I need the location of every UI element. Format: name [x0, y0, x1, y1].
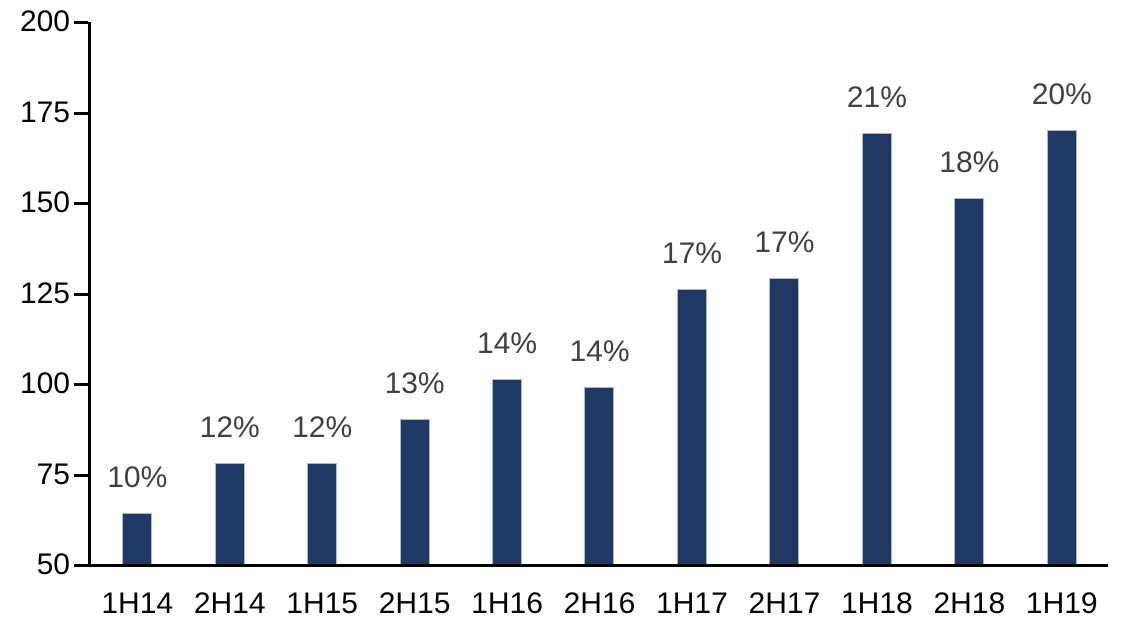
x-axis-line [88, 564, 1108, 567]
x-tick-label: 1H16 [471, 587, 543, 620]
bar-data-label: 10% [107, 461, 168, 494]
y-tick-mark [74, 202, 88, 205]
bar-slot-1h19: 20% [1016, 0, 1108, 564]
x-tick-label: 2H15 [378, 587, 451, 620]
y-tick-label: 50 [36, 548, 70, 581]
bar-slot-2h15: 13% [368, 0, 460, 564]
bar [861, 133, 892, 564]
y-tick-label: 150 [19, 186, 70, 219]
bar [584, 387, 615, 564]
y-tick-mark [74, 383, 88, 386]
bar-data-label: 20% [1031, 78, 1092, 111]
plot-area: 10% 12% 12% 13% 14% 14% 17% 17% 21% 18% 20% [91, 0, 1108, 564]
bar-slot-1h14: 10% [91, 0, 183, 564]
x-tick-label: 1H17 [656, 587, 728, 620]
bar-slot-2h17: 17% [738, 0, 830, 564]
x-tick-label: 2H17 [748, 587, 821, 620]
x-tick-label: 2H18 [933, 587, 1006, 620]
bar-data-label: 13% [384, 367, 445, 400]
bar [492, 379, 523, 564]
bar [399, 419, 430, 564]
x-tick-label: 1H14 [101, 587, 174, 620]
bar [1046, 130, 1077, 564]
bar [954, 198, 985, 564]
y-tick-label: 75 [36, 457, 70, 491]
x-tick-label: 1H19 [1025, 587, 1098, 620]
bar-slot-2h14: 12% [183, 0, 275, 564]
y-tick-label: 125 [19, 276, 70, 310]
y-tick-mark [74, 111, 88, 115]
y-axis-line [88, 22, 91, 567]
bar-slot-1h15: 12% [276, 0, 368, 564]
bar-data-label: 17% [754, 226, 815, 259]
bar-data-label: 14% [569, 335, 630, 368]
bar [676, 289, 707, 564]
bar-data-label: 18% [939, 146, 1000, 179]
y-tick-mark [74, 564, 88, 567]
bar [122, 513, 153, 564]
bar-data-label: 12% [292, 411, 353, 444]
bar-data-label: 12% [199, 411, 260, 444]
y-tick-mark [74, 473, 88, 477]
bar-data-label: 17% [661, 237, 722, 270]
y-tick-label: 200 [19, 5, 70, 38]
bar [214, 463, 245, 564]
bar [769, 278, 800, 564]
x-tick-label: 1H18 [840, 587, 913, 620]
y-tick-mark [74, 21, 88, 24]
bar-data-label: 21% [846, 81, 907, 114]
x-tick-label: 2H16 [563, 587, 636, 620]
bar-slot-2h18: 18% [923, 0, 1015, 564]
y-tick-label: 175 [19, 95, 70, 129]
x-axis-labels: 1H14 2H14 1H15 2H15 1H16 2H16 1H17 2H17 1H18 2H18… [91, 586, 1108, 622]
bar-slot-2h16: 14% [553, 0, 645, 564]
y-tick-mark [74, 292, 88, 296]
bar-slot-1h16: 14% [461, 0, 553, 564]
x-tick-label: 2H14 [193, 587, 266, 620]
bar-slot-1h17: 17% [646, 0, 738, 564]
bar-slot-1h18: 21% [831, 0, 923, 564]
y-tick-label: 100 [19, 367, 70, 400]
bar-data-label: 14% [477, 327, 538, 360]
bar [307, 463, 338, 564]
x-tick-label: 1H15 [286, 587, 358, 620]
